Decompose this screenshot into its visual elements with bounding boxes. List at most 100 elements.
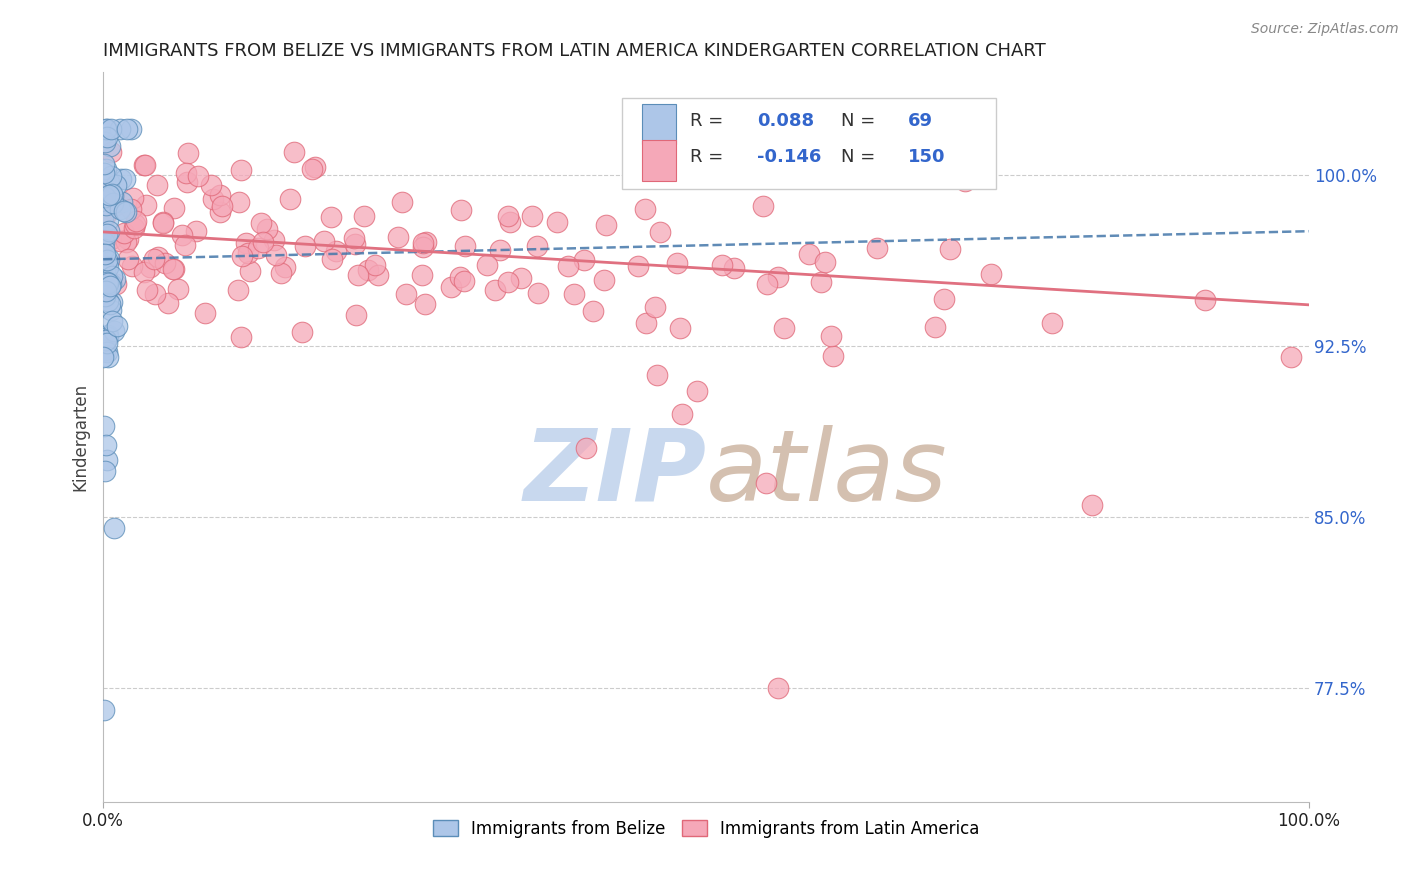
Point (768, 270, 790, 285)
Point (201, 192, 224, 206)
Point (134, 157, 156, 171)
Point (1042, 316, 1064, 330)
Point (93, 184, 115, 198)
Bar (643, 104, 676, 145)
Point (686, 384, 709, 399)
Point (866, 241, 889, 255)
Point (475, 258, 498, 272)
Point (252, 235, 274, 249)
Point (100, 303, 122, 318)
Point (104, 272, 127, 286)
Point (96, 227, 118, 242)
Point (97, 274, 120, 288)
Text: -0.146: -0.146 (756, 148, 821, 166)
Point (91, 350, 114, 364)
Point (499, 215, 522, 229)
Point (291, 325, 314, 339)
Point (143, 252, 166, 267)
Point (314, 235, 336, 249)
Point (122, 191, 145, 205)
Point (270, 266, 292, 280)
Point (344, 237, 367, 252)
Point (174, 166, 197, 180)
Point (256, 221, 278, 235)
Point (124, 217, 146, 231)
Text: Source: ZipAtlas.com: Source: ZipAtlas.com (1251, 22, 1399, 37)
Point (263, 233, 285, 247)
Point (752, 199, 775, 213)
Point (94, 438, 117, 452)
Legend: Immigrants from Belize, Immigrants from Latin America: Immigrants from Belize, Immigrants from … (426, 813, 987, 845)
Point (980, 268, 1002, 282)
Point (799, 247, 821, 261)
Point (172, 228, 194, 243)
Point (184, 223, 207, 237)
Point (103, 324, 125, 338)
Point (953, 174, 976, 188)
Point (768, 681, 790, 695)
Point (125, 214, 148, 228)
Point (100, 232, 122, 246)
Point (93, 189, 115, 203)
Point (156, 295, 179, 310)
Point (574, 442, 596, 456)
Point (187, 169, 209, 184)
Point (636, 317, 658, 331)
Point (581, 304, 603, 318)
Point (773, 321, 796, 335)
Point (250, 216, 273, 230)
Point (108, 234, 131, 248)
Point (120, 202, 142, 216)
Point (367, 268, 389, 283)
Point (484, 283, 506, 297)
Point (152, 216, 174, 230)
Point (723, 260, 745, 275)
Point (110, 202, 132, 217)
Point (562, 287, 585, 301)
Point (93, 242, 115, 256)
Point (546, 214, 568, 228)
Point (509, 270, 531, 285)
Point (278, 192, 301, 206)
Point (112, 226, 135, 240)
Point (498, 275, 520, 289)
Point (666, 256, 689, 270)
Point (96, 253, 118, 268)
Point (246, 241, 269, 255)
Point (94, 291, 117, 305)
Text: IMMIGRANTS FROM BELIZE VS IMMIGRANTS FROM LATIN AMERICA KINDERGARTEN CORRELATION: IMMIGRANTS FROM BELIZE VS IMMIGRANTS FRO… (103, 42, 1046, 60)
Point (239, 263, 262, 277)
Point (97, 327, 120, 342)
Point (101, 187, 124, 202)
Point (163, 202, 186, 216)
Text: 69: 69 (907, 112, 932, 130)
Point (1279, 351, 1302, 365)
Point (1194, 293, 1216, 307)
Text: R =: R = (690, 148, 730, 166)
Point (644, 301, 666, 315)
Point (94, 343, 117, 358)
Point (100, 122, 122, 136)
Point (527, 285, 550, 300)
Point (1081, 499, 1104, 513)
Point (93, 166, 115, 180)
Point (100, 277, 122, 291)
Point (94, 182, 117, 196)
Point (97, 293, 120, 308)
Point (115, 235, 138, 249)
Point (756, 277, 779, 291)
Point (226, 283, 249, 297)
Point (98, 278, 121, 293)
Point (557, 259, 579, 273)
Point (755, 475, 778, 490)
Point (94, 246, 117, 260)
Point (101, 294, 124, 309)
Point (96, 335, 118, 350)
Point (412, 240, 434, 254)
Point (143, 286, 166, 301)
Point (820, 328, 842, 343)
Point (211, 199, 233, 213)
Point (93, 209, 115, 223)
Point (325, 244, 347, 259)
Point (112, 204, 135, 219)
